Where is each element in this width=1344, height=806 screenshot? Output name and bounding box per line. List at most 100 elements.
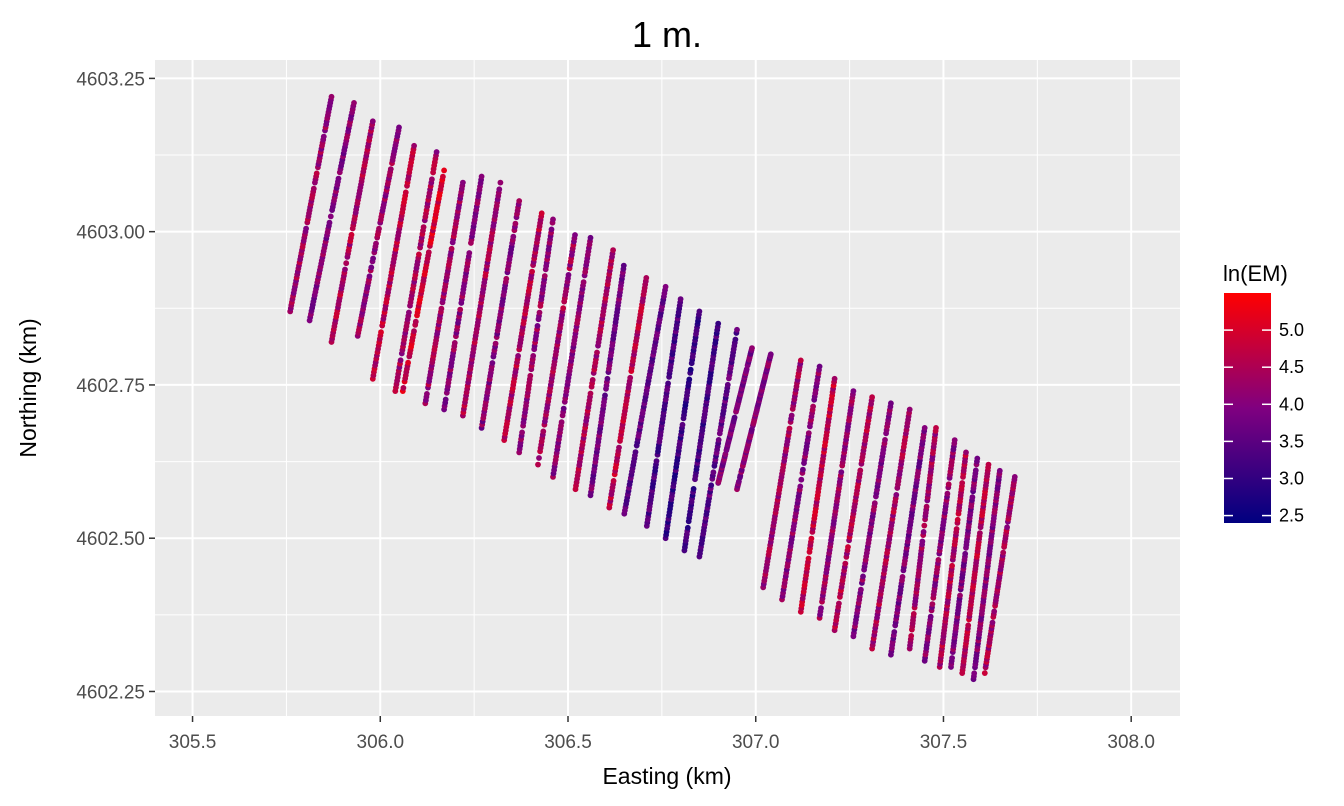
- data-point: [328, 93, 335, 100]
- data-point: [627, 374, 634, 381]
- data-point: [860, 573, 866, 580]
- data-point: [957, 592, 963, 599]
- data-point: [405, 359, 411, 366]
- data-point: [535, 461, 541, 468]
- survey-pass: [850, 400, 894, 640]
- data-point: [519, 429, 525, 436]
- survey-pass: [948, 455, 981, 670]
- data-point: [370, 255, 376, 262]
- x-tick-label: 306.5: [544, 732, 592, 753]
- grid-lines: [155, 60, 1180, 716]
- survey-pass: [478, 198, 523, 431]
- data-point: [540, 428, 547, 435]
- data-point: [805, 430, 812, 436]
- data-point: [616, 444, 622, 451]
- data-point: [457, 306, 464, 313]
- survey-pass: [715, 345, 755, 486]
- data-point: [587, 390, 594, 397]
- x-tick-label: 308.0: [1107, 732, 1155, 753]
- data-point: [373, 240, 379, 247]
- data-point: [981, 670, 988, 676]
- data-point: [420, 224, 427, 231]
- data-point: [653, 458, 660, 464]
- data-point: [411, 142, 417, 149]
- data-point: [871, 500, 878, 507]
- data-point: [492, 340, 499, 347]
- data-point: [715, 437, 722, 443]
- survey-pass: [681, 320, 722, 554]
- data-point: [402, 189, 409, 196]
- data-point: [448, 245, 455, 252]
- data-point: [724, 381, 731, 388]
- survey-pass: [354, 124, 402, 339]
- data-point: [326, 219, 333, 226]
- data-point: [805, 555, 812, 562]
- data-point: [572, 232, 578, 238]
- legend-title: ln(EM): [1223, 261, 1288, 286]
- data-point: [996, 467, 1003, 474]
- data-point: [610, 478, 617, 484]
- data-point: [687, 366, 694, 373]
- data-point: [749, 345, 755, 351]
- data-point: [679, 421, 686, 428]
- data-point: [429, 176, 435, 183]
- data-point: [343, 260, 350, 267]
- survey-pass: [606, 275, 650, 511]
- x-tick-label: 306.0: [357, 732, 405, 753]
- data-point: [923, 503, 930, 510]
- data-point: [411, 328, 417, 335]
- data-point: [565, 272, 572, 278]
- data-point: [797, 357, 804, 364]
- data-point: [945, 481, 952, 488]
- data-point: [536, 455, 542, 461]
- survey-pass: [287, 93, 335, 315]
- data-point: [538, 210, 545, 217]
- data-point: [515, 353, 521, 359]
- data-point: [677, 296, 684, 302]
- data-point: [882, 437, 888, 443]
- data-point: [788, 412, 795, 419]
- survey-pass: [587, 262, 627, 499]
- data-point: [400, 385, 407, 391]
- data-point: [438, 305, 445, 312]
- data-point: [368, 264, 375, 271]
- data-point: [497, 179, 504, 186]
- survey-pass: [572, 247, 616, 493]
- data-point: [732, 336, 739, 343]
- data-point: [550, 216, 556, 223]
- data-point: [850, 388, 857, 394]
- data-point: [1004, 524, 1010, 531]
- survey-pass: [888, 425, 928, 658]
- y-tick-label: 4602.50: [76, 529, 145, 550]
- data-point: [303, 225, 309, 232]
- data-point: [949, 562, 955, 569]
- data-point: [953, 526, 960, 532]
- data-point: [684, 524, 691, 531]
- data-point: [378, 329, 384, 336]
- data-point: [530, 353, 537, 359]
- y-tick-label: 4603.25: [76, 69, 145, 90]
- data-point: [351, 100, 357, 106]
- data-point: [831, 375, 838, 382]
- survey-pass: [399, 167, 447, 394]
- data-point: [560, 305, 567, 312]
- data-point: [974, 455, 981, 462]
- data-point: [686, 376, 693, 383]
- data-point: [797, 483, 804, 490]
- data-point: [541, 273, 548, 279]
- data-point: [397, 357, 404, 364]
- data-point: [767, 351, 774, 358]
- survey-pass: [981, 474, 1018, 676]
- data-point: [816, 363, 823, 370]
- data-point: [589, 377, 596, 383]
- data-point: [891, 629, 898, 635]
- data-point: [503, 275, 510, 282]
- data-point: [858, 586, 864, 593]
- data-point: [510, 233, 517, 240]
- data-point: [558, 419, 565, 426]
- survey-pass: [734, 351, 774, 493]
- survey-pass: [643, 296, 684, 529]
- data-point: [527, 372, 534, 379]
- survey-pass: [816, 388, 857, 621]
- survey-pass: [959, 461, 992, 676]
